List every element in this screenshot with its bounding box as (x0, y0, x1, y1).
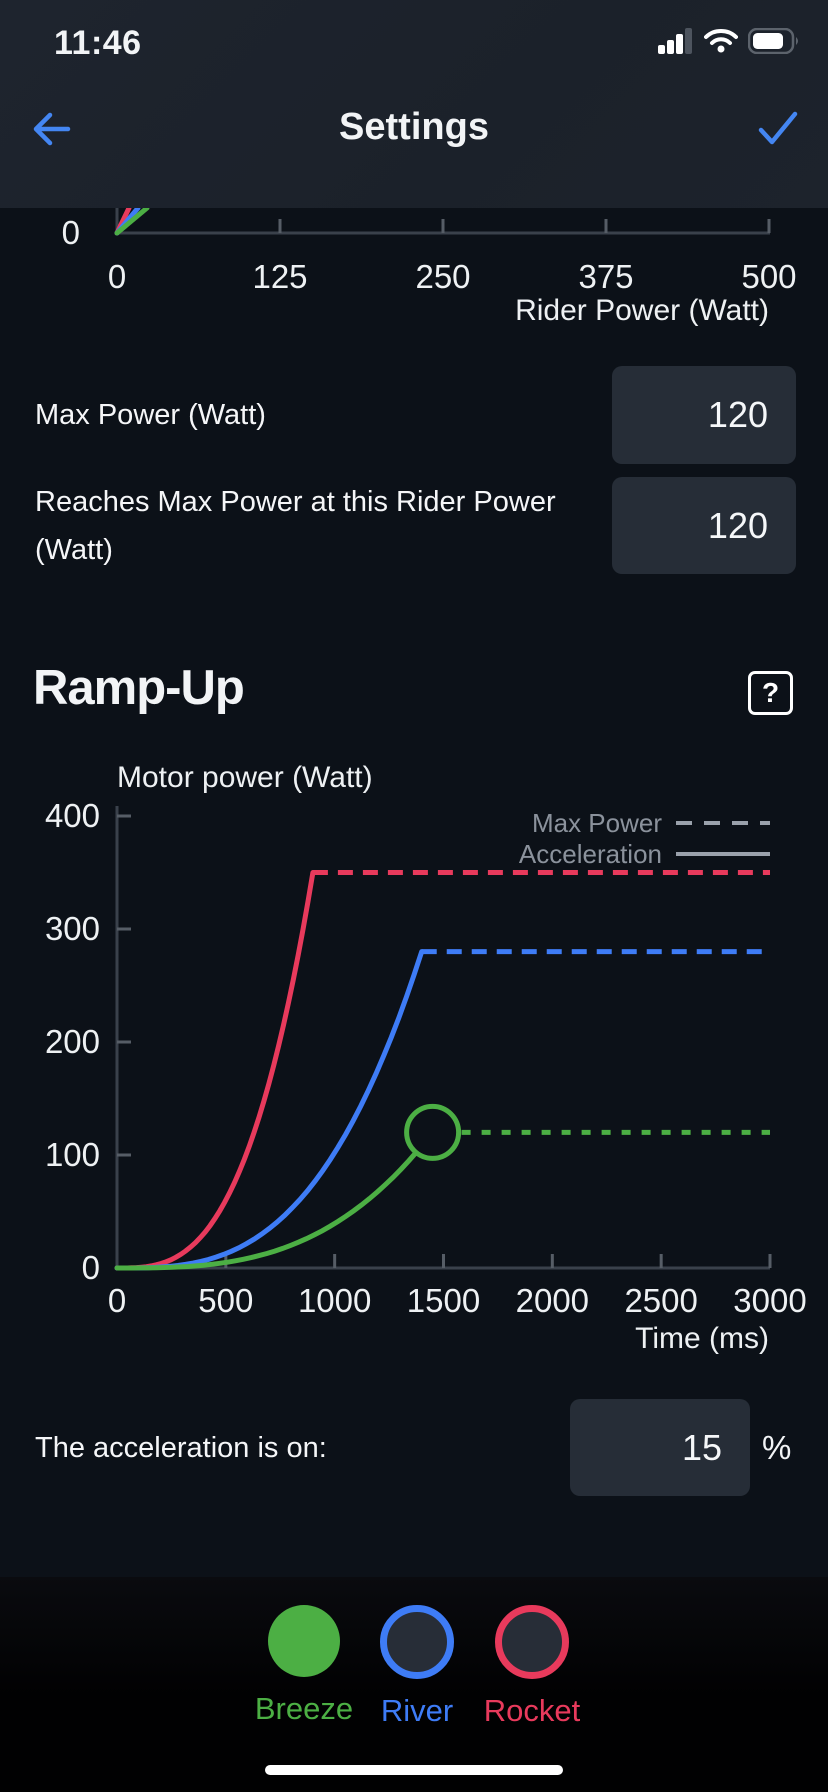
svg-text:2500: 2500 (624, 1282, 697, 1319)
svg-text:0: 0 (108, 1282, 126, 1319)
mode-selector-bar: Breeze River Rocket (0, 1577, 828, 1792)
river-mode-icon (380, 1605, 454, 1679)
nav-bar: Settings (0, 104, 828, 164)
mode-button-rocket[interactable]: Rocket (477, 1605, 587, 1729)
breeze-mode-label: Breeze (254, 1691, 354, 1726)
ramp-up-heading: Ramp-Up (33, 661, 245, 715)
reaches-max-power-input[interactable] (612, 477, 796, 574)
svg-text:250: 250 (415, 258, 470, 295)
confirm-check-button[interactable] (756, 110, 800, 150)
acceleration-input[interactable] (570, 1399, 750, 1496)
river-mode-label: River (380, 1693, 454, 1728)
svg-text:300: 300 (45, 910, 100, 947)
breeze-mode-icon (268, 1605, 340, 1677)
svg-text:1000: 1000 (298, 1282, 371, 1319)
svg-text:0: 0 (62, 214, 80, 251)
percent-unit-label: % (762, 1428, 792, 1466)
reaches-max-power-label: Reaches Max Power at this Rider Power (W… (35, 485, 556, 566)
rider-power-chart: 0 125 250 375 500 0 Rider Power (Watt) (62, 208, 797, 327)
svg-text:125: 125 (252, 258, 307, 295)
svg-text:375: 375 (578, 258, 633, 295)
svg-text:500: 500 (741, 258, 796, 295)
rocket-mode-label: Rocket (483, 1693, 581, 1728)
svg-text:100: 100 (45, 1136, 100, 1173)
svg-text:2000: 2000 (516, 1282, 589, 1319)
svg-text:1500: 1500 (407, 1282, 480, 1319)
svg-text:Time (ms): Time (ms) (635, 1322, 769, 1355)
max-power-row: Max Power (Watt) (0, 366, 828, 464)
acceleration-label: The acceleration is on: (35, 1431, 327, 1464)
page-title: Settings (339, 106, 489, 148)
svg-text:400: 400 (45, 797, 100, 834)
svg-text:0: 0 (108, 258, 126, 295)
svg-text:Rider Power (Watt): Rider Power (Watt) (515, 294, 769, 327)
svg-text:Motor power (Watt): Motor power (Watt) (117, 761, 373, 794)
header: 11:46 (0, 0, 828, 208)
mode-button-breeze[interactable]: Breeze (249, 1605, 359, 1727)
back-button[interactable] (28, 110, 76, 150)
home-indicator[interactable] (265, 1765, 563, 1775)
svg-text:0: 0 (82, 1249, 100, 1286)
battery-icon (747, 27, 800, 59)
rocket-mode-icon (495, 1605, 569, 1679)
help-button[interactable]: ? (748, 671, 793, 715)
acceleration-row: The acceleration is on: % (0, 1399, 828, 1496)
status-time: 11:46 (54, 24, 142, 62)
svg-text:Max Power: Max Power (532, 808, 662, 838)
ramp-up-chart: Motor power (Watt) 0 100 200 300 400 0 500 1000 1… (45, 761, 807, 1355)
mode-button-river[interactable]: River (362, 1605, 472, 1729)
wifi-icon (704, 28, 738, 59)
svg-text:3000: 3000 (733, 1282, 806, 1319)
breeze-max-point-handle[interactable] (407, 1105, 461, 1159)
svg-text:500: 500 (198, 1282, 253, 1319)
svg-text:200: 200 (45, 1023, 100, 1060)
svg-text:Acceleration: Acceleration (519, 839, 662, 869)
reaches-max-power-row: Reaches Max Power at this Rider Power (W… (0, 477, 828, 574)
max-power-label: Max Power (Watt) (35, 399, 266, 431)
status-icons (658, 27, 800, 59)
cellular-signal-icon (658, 28, 694, 59)
max-power-input[interactable] (612, 366, 796, 464)
